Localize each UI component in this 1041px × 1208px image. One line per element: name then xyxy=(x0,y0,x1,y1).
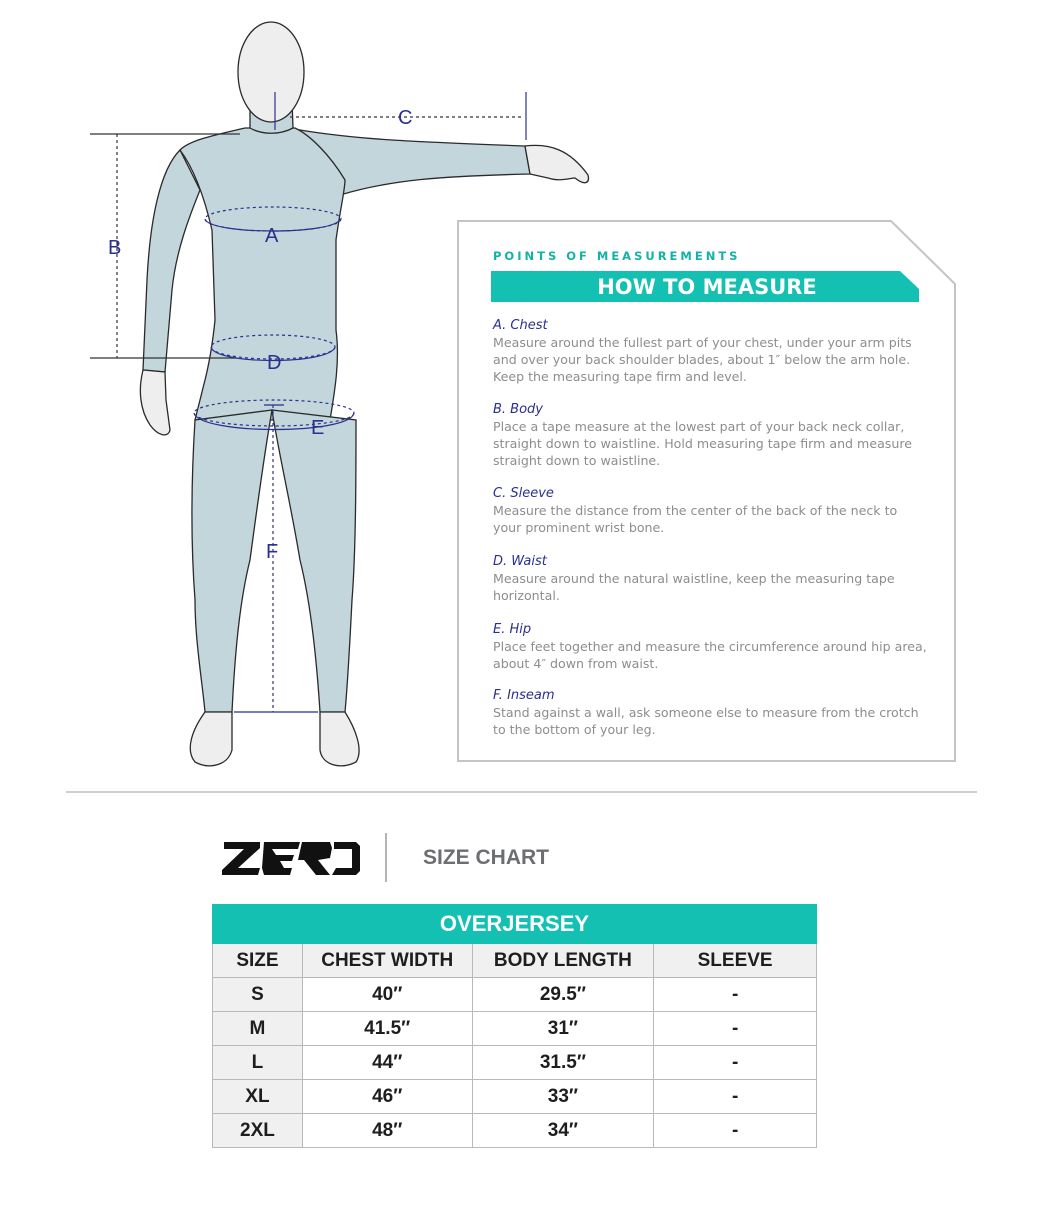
table-row: XL 46″ 33″ - xyxy=(212,1079,817,1114)
cell-chest: 41.5″ xyxy=(301,1011,473,1046)
cell-body: 31.5″ xyxy=(471,1045,655,1080)
cell-size: 2XL xyxy=(212,1113,303,1148)
how-to-measure-banner xyxy=(491,271,919,302)
section-text: about 4″ down from waist. xyxy=(493,656,659,671)
section-divider xyxy=(66,791,977,793)
table-row: M 41.5″ 31″ - xyxy=(212,1011,817,1046)
label-b: B xyxy=(108,237,121,259)
section-heading: D. Waist xyxy=(493,554,547,569)
label-a: A xyxy=(265,225,279,247)
section-text: straight down to waistline. Hold measuri… xyxy=(493,436,912,451)
label-e: E xyxy=(311,417,324,439)
mannequin-extremities xyxy=(139,21,590,767)
section-heading: E. Hip xyxy=(493,622,532,637)
section-text: horizontal. xyxy=(493,588,560,603)
measurement-lines xyxy=(90,92,527,713)
section-text: Stand against a wall, ask someone else t… xyxy=(493,705,919,720)
label-f: F xyxy=(266,541,278,563)
cell-chest: 40″ xyxy=(301,977,473,1012)
cell-sleeve: - xyxy=(653,1113,817,1148)
cell-body: 33″ xyxy=(471,1079,655,1114)
cell-sleeve: - xyxy=(653,1079,817,1114)
table-row: S 40″ 29.5″ - xyxy=(212,977,817,1012)
cell-chest: 44″ xyxy=(301,1045,473,1080)
section-text: straight down to waistline. xyxy=(493,453,661,468)
cell-size: XL xyxy=(212,1079,303,1114)
section-text: Measure the distance from the center of … xyxy=(493,503,898,518)
body-measurement-figure: A B C D E F xyxy=(90,21,956,767)
logo-separator xyxy=(385,833,387,882)
cell-size: L xyxy=(212,1045,303,1080)
table-header-row: SIZE CHEST WIDTH BODY LENGTH SLEEVE xyxy=(212,943,817,978)
label-c: C xyxy=(398,107,412,129)
section-text: Place feet together and measure the circ… xyxy=(493,639,927,654)
cell-chest: 48″ xyxy=(301,1113,473,1148)
cell-body: 29.5″ xyxy=(471,977,655,1012)
header-size: SIZE xyxy=(212,943,303,978)
panel-title: HOW TO MEASURE xyxy=(597,275,817,299)
section-heading: C. Sleeve xyxy=(493,486,554,501)
section-text: to the bottom of your leg. xyxy=(493,722,656,737)
section-text: Measure around the natural waistline, ke… xyxy=(493,571,895,586)
section-text: Place a tape measure at the lowest part … xyxy=(493,419,905,434)
header-chest-width: CHEST WIDTH xyxy=(301,943,473,978)
cell-sleeve: - xyxy=(653,1011,817,1046)
section-chest: A. Chest Measure around the fullest part… xyxy=(493,317,933,385)
label-d: D xyxy=(267,352,281,374)
instructions-panel-border xyxy=(457,220,956,762)
section-text: your prominent wrist bone. xyxy=(493,520,665,535)
table-row: L 44″ 31.5″ - xyxy=(212,1045,817,1080)
measurement-labels: A B C D E F xyxy=(108,107,412,563)
cell-sleeve: - xyxy=(653,1045,817,1080)
cell-body: 31″ xyxy=(471,1011,655,1046)
section-text: and over your back shoulder blades, abou… xyxy=(493,352,911,367)
cell-size: S xyxy=(212,977,303,1012)
cell-sleeve: - xyxy=(653,977,817,1012)
header-body-length: BODY LENGTH xyxy=(471,943,655,978)
cell-chest: 46″ xyxy=(301,1079,473,1114)
section-heading: A. Chest xyxy=(493,318,548,333)
section-heading: B. Body xyxy=(493,402,544,417)
section-sleeve: C. Sleeve Measure the distance from the … xyxy=(493,485,933,536)
section-text: Keep the measuring tape firm and level. xyxy=(493,369,747,384)
size-chart-heading: SIZE CHART xyxy=(423,846,549,869)
header-sleeve: SLEEVE xyxy=(653,943,817,978)
zero-logo xyxy=(222,842,360,875)
cell-size: M xyxy=(212,1011,303,1046)
section-inseam: F. Inseam Stand against a wall, ask some… xyxy=(493,687,933,738)
table-title: OVERJERSEY xyxy=(212,904,817,944)
cell-body: 34″ xyxy=(471,1113,655,1148)
section-body: B. Body Place a tape measure at the lowe… xyxy=(493,401,933,469)
table-row: 2XL 48″ 34″ - xyxy=(212,1113,817,1148)
size-table: OVERJERSEY SIZE CHEST WIDTH BODY LENGTH … xyxy=(212,904,817,1148)
section-text: Measure around the fullest part of your … xyxy=(493,335,912,350)
section-waist: D. Waist Measure around the natural wais… xyxy=(493,553,933,604)
section-hip: E. Hip Place feet together and measure t… xyxy=(493,621,933,672)
section-heading: F. Inseam xyxy=(493,688,555,703)
panel-subtitle: POINTS OF MEASUREMENTS xyxy=(493,249,741,263)
